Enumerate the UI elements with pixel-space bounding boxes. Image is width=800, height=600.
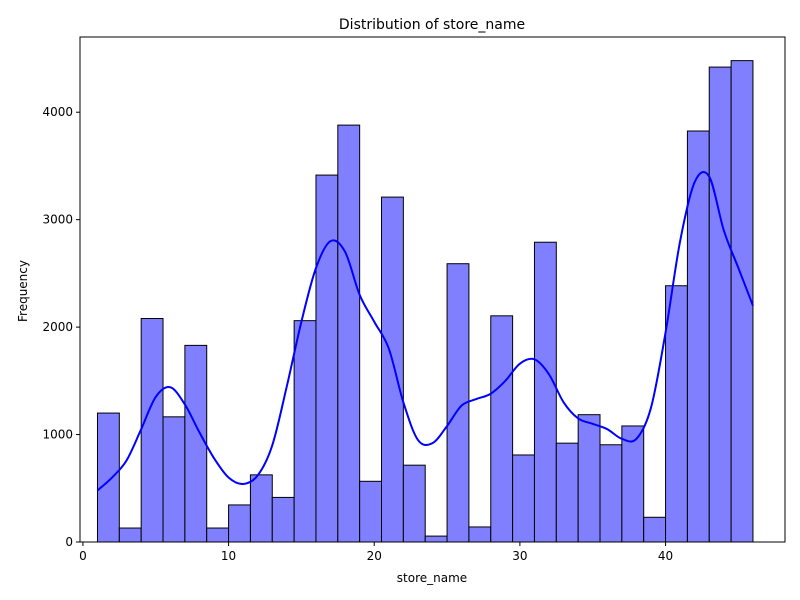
histogram-bar-28 bbox=[708, 66, 732, 543]
x-tick-label-0: 0 bbox=[79, 549, 87, 563]
y-tick-label-3: 3000 bbox=[42, 213, 73, 227]
histogram-bar-17 bbox=[468, 526, 492, 543]
histogram-bar-20 bbox=[533, 241, 557, 543]
histogram-bar-6 bbox=[228, 504, 251, 543]
histogram-bar-1 bbox=[118, 527, 142, 543]
histogram-bar-13 bbox=[381, 196, 404, 543]
histogram-bar-10 bbox=[315, 174, 339, 543]
histogram-bar-4 bbox=[184, 344, 208, 543]
histogram-bar-12 bbox=[359, 480, 383, 543]
plot-frame bbox=[79, 36, 786, 543]
bars bbox=[96, 60, 754, 543]
y-tick-label-0: 0 bbox=[65, 535, 73, 549]
histogram-bar-8 bbox=[271, 496, 295, 543]
histogram-bar-18 bbox=[490, 315, 514, 543]
x-axis-label: store_name bbox=[397, 571, 467, 585]
histogram-bar-2 bbox=[140, 318, 164, 543]
histogram-bar-11 bbox=[337, 124, 361, 543]
histogram-bar-7 bbox=[249, 474, 273, 543]
histogram-bar-14 bbox=[402, 464, 426, 543]
chart-title: Distribution of store_name bbox=[339, 17, 525, 33]
y-tick-label-4: 4000 bbox=[42, 105, 73, 119]
histogram-bar-24 bbox=[621, 425, 645, 543]
y-axis-ticks: 0 1000 2000 3000 4000 bbox=[42, 105, 80, 549]
histogram-bar-15 bbox=[424, 535, 448, 543]
y-tick-label-2: 2000 bbox=[42, 320, 73, 334]
histogram-bar-3 bbox=[162, 416, 186, 543]
histogram-bar-0 bbox=[96, 412, 120, 543]
histogram-bar-26 bbox=[665, 285, 688, 543]
histogram-bar-25 bbox=[643, 516, 667, 543]
histogram-bar-22 bbox=[577, 414, 601, 543]
y-axis-label: Frequency bbox=[16, 260, 30, 322]
y-tick-label-1: 1000 bbox=[42, 428, 73, 442]
x-tick-label-3: 30 bbox=[512, 549, 527, 563]
histogram-bar-21 bbox=[555, 442, 579, 543]
histogram-bar-9 bbox=[293, 320, 317, 543]
histogram-bar-23 bbox=[599, 444, 623, 543]
x-tick-label-4: 40 bbox=[658, 549, 673, 563]
histogram-bar-29 bbox=[730, 60, 754, 543]
x-tick-label-1: 10 bbox=[221, 549, 236, 563]
histogram-bar-5 bbox=[206, 527, 230, 543]
x-tick-label-2: 20 bbox=[367, 549, 382, 563]
histogram-bar-19 bbox=[512, 454, 535, 543]
kde-line bbox=[96, 171, 754, 492]
x-axis-ticks: 0 10 20 30 40 bbox=[79, 542, 673, 563]
